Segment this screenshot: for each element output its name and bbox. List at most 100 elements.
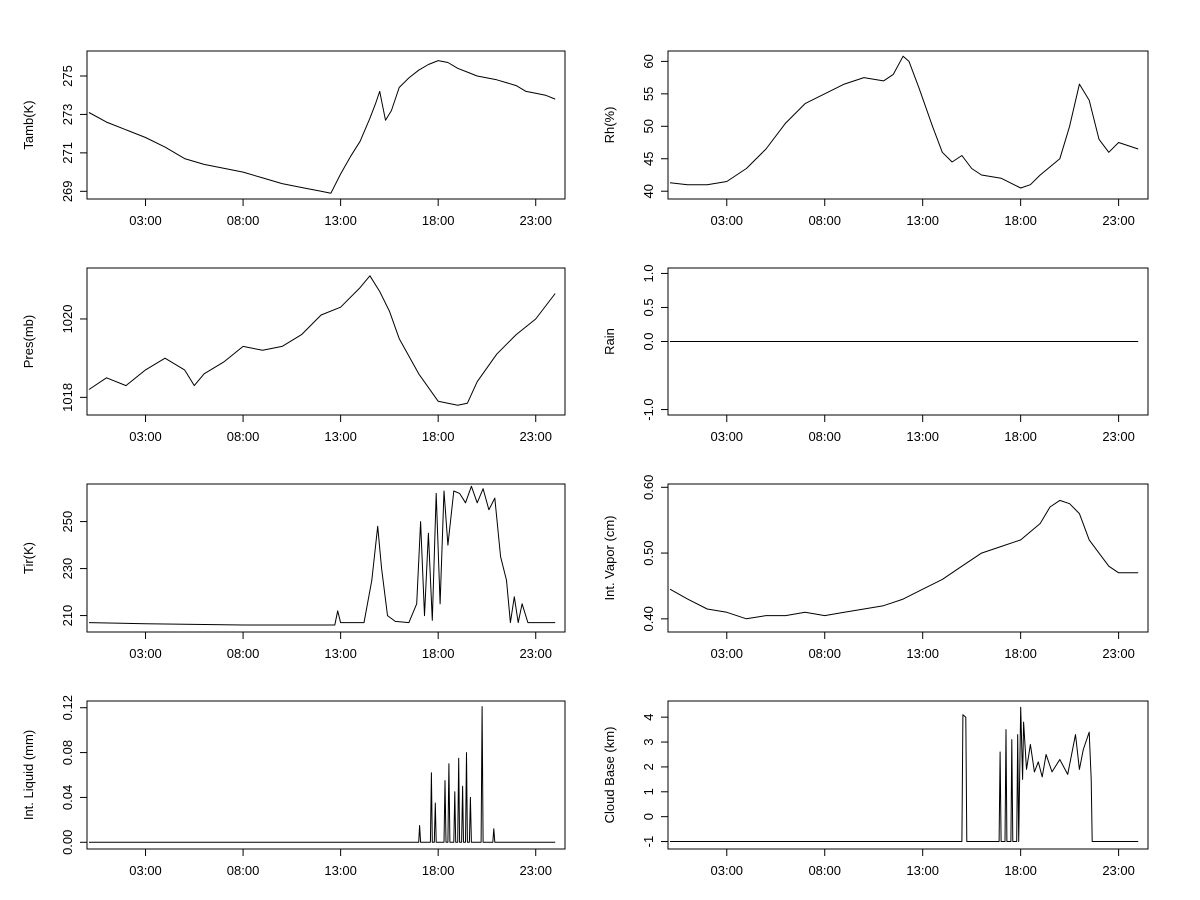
y-tick-label: 210 (60, 605, 75, 627)
y-axis-label: Rh(%) (602, 107, 617, 144)
plot-frame (667, 483, 1149, 633)
series-line (88, 60, 556, 194)
x-tick-label: 23:00 (519, 646, 552, 661)
y-tick-label: 45 (641, 152, 656, 166)
y-tick-label: 0.5 (641, 298, 656, 316)
plot-frame (667, 700, 1149, 850)
plot-frame (86, 700, 566, 850)
y-tick-label: 250 (60, 511, 75, 533)
x-tick-label: 18:00 (1004, 863, 1037, 878)
y-tick-label: 0.00 (60, 830, 75, 855)
x-tick-label: 23:00 (519, 213, 552, 228)
panel-4: 03:00 08:00 13:00 18:00 23:00 -1.0 0.0 0.5 1.0 Ra… (602, 264, 1149, 444)
series-line (88, 485, 556, 626)
x-tick-label: 08:00 (227, 213, 260, 228)
x-tick-label: 23:00 (1102, 213, 1135, 228)
y-axis-label: Tamb(K) (21, 100, 36, 149)
y-tick-label: 0.40 (641, 606, 656, 631)
x-tick-label: 08:00 (808, 429, 841, 444)
y-tick-label: 2 (641, 763, 656, 770)
x-tick-label: 13:00 (324, 429, 357, 444)
y-axis-label: Rain (602, 328, 617, 355)
y-tick-label: -1.0 (641, 398, 656, 420)
x-tick-label: 18:00 (1004, 429, 1037, 444)
panel-7: 03:00 08:00 13:00 18:00 23:00 0.00 0.04 0.08 0.1… (21, 695, 566, 878)
x-tick-label: 23:00 (1102, 646, 1135, 661)
x-tick-label: 08:00 (227, 429, 260, 444)
x-tick-label: 03:00 (711, 429, 744, 444)
y-tick-label: 0.12 (60, 695, 75, 720)
y-tick-label: 0.50 (641, 540, 656, 565)
series-line (670, 706, 1139, 842)
y-tick-label: 1 (641, 788, 656, 795)
panel-1: 03:00 08:00 13:00 18:00 23:00 269 271 273 275 Tam… (21, 50, 566, 228)
x-tick-label: 08:00 (808, 213, 841, 228)
x-tick-label: 03:00 (129, 646, 162, 661)
x-tick-label: 13:00 (906, 863, 939, 878)
series-line (89, 706, 556, 843)
y-tick-label: 1.0 (641, 264, 656, 282)
y-tick-label: 1020 (60, 304, 75, 333)
x-tick-label: 23:00 (519, 429, 552, 444)
x-tick-label: 03:00 (711, 646, 744, 661)
y-axis-label: Tir(K) (21, 542, 36, 574)
y-tick-label: 60 (641, 54, 656, 68)
x-tick-label: 18:00 (422, 863, 455, 878)
series-line (88, 275, 556, 406)
x-tick-label: 13:00 (906, 646, 939, 661)
x-tick-label: 03:00 (129, 863, 162, 878)
y-tick-label: 230 (60, 558, 75, 580)
x-tick-label: 03:00 (129, 429, 162, 444)
y-tick-label: 271 (60, 142, 75, 164)
y-tick-label: 0.08 (60, 740, 75, 765)
x-tick-label: 08:00 (227, 863, 260, 878)
y-tick-label: 0.04 (60, 785, 75, 810)
x-tick-label: 23:00 (1102, 863, 1135, 878)
y-tick-label: 40 (641, 184, 656, 198)
x-tick-label: 13:00 (906, 429, 939, 444)
x-tick-label: 03:00 (711, 213, 744, 228)
y-axis-label: Pres(mb) (21, 315, 36, 368)
x-tick-label: 18:00 (1004, 646, 1037, 661)
y-tick-label: 50 (641, 119, 656, 133)
plot-frame (86, 267, 566, 416)
x-tick-label: 18:00 (1004, 213, 1037, 228)
y-tick-label: 1018 (60, 383, 75, 412)
x-tick-label: 08:00 (808, 863, 841, 878)
x-tick-label: 18:00 (422, 429, 455, 444)
x-tick-label: 13:00 (324, 646, 357, 661)
plot-frame (86, 483, 566, 633)
y-tick-label: 0.60 (641, 475, 656, 500)
panel-6: 03:00 08:00 13:00 18:00 23:00 0.40 0.50 0.60 Int… (602, 475, 1149, 661)
x-tick-label: 13:00 (324, 213, 357, 228)
x-tick-label: 13:00 (324, 863, 357, 878)
y-tick-label: 0 (641, 813, 656, 820)
y-tick-label: 0.0 (641, 332, 656, 350)
x-tick-label: 03:00 (711, 863, 744, 878)
x-tick-label: 18:00 (422, 646, 455, 661)
y-axis-label: Int. Liquid (mm) (21, 730, 36, 820)
series-line (669, 499, 1139, 620)
panel-2: 03:00 08:00 13:00 18:00 23:00 40 45 50 55 60 Rh(%) (602, 50, 1149, 228)
series-line (669, 55, 1139, 189)
y-tick-label: -1 (641, 836, 656, 848)
x-tick-label: 13:00 (906, 213, 939, 228)
panel-3: 03:00 08:00 13:00 18:00 23:00 1018 1020 Pres(mb… (21, 267, 566, 444)
y-tick-label: 275 (60, 65, 75, 87)
y-tick-label: 55 (641, 87, 656, 101)
y-tick-label: 269 (60, 180, 75, 202)
y-axis-label: Cloud Base (km) (602, 727, 617, 824)
y-tick-label: 4 (641, 714, 656, 721)
x-tick-label: 23:00 (519, 863, 552, 878)
y-tick-label: 273 (60, 104, 75, 126)
panel-8: 03:00 08:00 13:00 18:00 23:00 -1 0 1 2 3 4 Cloud Ba… (602, 700, 1149, 878)
x-tick-label: 08:00 (808, 646, 841, 661)
x-tick-label: 03:00 (129, 213, 162, 228)
x-tick-label: 18:00 (422, 213, 455, 228)
plot-frame (667, 50, 1149, 200)
y-axis-label: Int. Vapor (cm) (602, 515, 617, 600)
plot-frame (86, 50, 566, 200)
y-tick-label: 3 (641, 738, 656, 745)
x-tick-label: 08:00 (227, 646, 260, 661)
